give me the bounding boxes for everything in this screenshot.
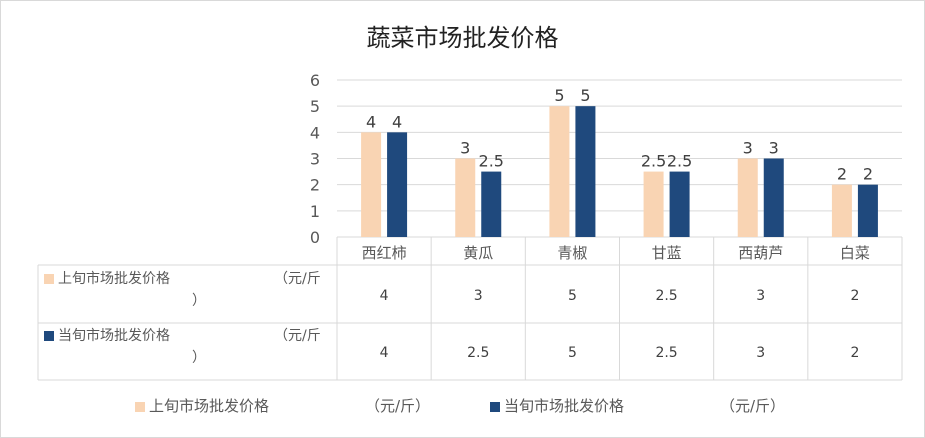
- data-label: 3: [769, 139, 779, 158]
- table-cell: 5: [568, 288, 577, 304]
- table-cell: 4: [380, 288, 389, 304]
- legend-item-series-1[interactable]: 上旬市场批发价格: [135, 395, 269, 416]
- legend-unit: （元/斤）: [720, 397, 786, 415]
- x-category-label: 青椒: [557, 244, 587, 262]
- table-cell: 2.5: [655, 288, 677, 304]
- table-cell: 5: [568, 345, 577, 361]
- legend-swatch: [135, 402, 145, 412]
- table-cell: 4: [380, 345, 389, 361]
- data-label: 2: [863, 165, 873, 184]
- bar: [763, 158, 784, 237]
- bar: [831, 184, 852, 237]
- y-tick-label: 5: [310, 97, 320, 116]
- table-cell: 3: [756, 345, 765, 361]
- data-label: 3: [460, 139, 470, 158]
- table-cell: 3: [474, 288, 483, 304]
- legend-swatch: [490, 402, 500, 412]
- y-tick-label: 4: [310, 123, 320, 142]
- bar: [857, 184, 878, 237]
- table-cell: 3: [756, 288, 765, 304]
- bar: [549, 106, 570, 238]
- series-2-unit-tail: ）: [192, 350, 206, 366]
- legend-swatch-series-2: [44, 331, 54, 341]
- x-category-label: 西红柿: [362, 244, 407, 262]
- data-label: 2.5: [667, 152, 692, 171]
- x-category-label: 西葫芦: [738, 244, 783, 262]
- series-1-name: 上旬市场批发价格: [58, 271, 170, 287]
- bar: [361, 132, 382, 237]
- bar: [455, 158, 476, 237]
- bar: [481, 171, 502, 237]
- bar: [387, 132, 408, 237]
- table-cell: 2: [850, 288, 859, 304]
- data-label: 2.5: [641, 152, 666, 171]
- y-tick-label: 1: [310, 202, 320, 221]
- x-category-label: 黄瓜: [463, 244, 493, 262]
- data-label: 5: [554, 86, 564, 105]
- bar: [575, 106, 596, 238]
- data-label: 4: [366, 112, 376, 131]
- y-tick-label: 0: [310, 228, 320, 247]
- y-tick-label: 2: [310, 176, 320, 195]
- series-1-unit-tail: ）: [192, 293, 206, 309]
- series-2-unit: （元/斤: [274, 328, 321, 344]
- y-tick-label: 3: [310, 150, 320, 169]
- table-cell: 2: [850, 345, 859, 361]
- legend-swatch-series-1: [44, 274, 54, 284]
- x-category-label: 白菜: [840, 244, 870, 262]
- y-tick-label: 6: [310, 71, 320, 90]
- table-row-label-series-1: 上旬市场批发价格 （元/斤 ）: [44, 268, 334, 309]
- legend-label: 当旬市场批发价格: [504, 397, 625, 415]
- table-cell: 2.5: [655, 345, 677, 361]
- legend-label: 上旬市场批发价格: [149, 397, 270, 415]
- data-label: 2.5: [479, 152, 504, 171]
- x-category-label: 甘蓝: [652, 244, 682, 262]
- series-1-unit: （元/斤: [274, 271, 321, 287]
- data-label: 4: [392, 112, 402, 131]
- data-label: 2: [837, 165, 847, 184]
- bar: [737, 158, 758, 237]
- chart-title: 蔬菜市场批发价格: [366, 24, 559, 52]
- data-label: 3: [743, 139, 753, 158]
- bar: [669, 171, 690, 237]
- legend-unit: （元/斤）: [365, 397, 431, 415]
- table-row-label-series-2: 当旬市场批发价格 （元/斤 ）: [44, 325, 334, 366]
- legend-item-series-2[interactable]: 当旬市场批发价格: [490, 395, 624, 416]
- bar: [643, 171, 664, 237]
- table-cell: 2.5: [467, 345, 489, 361]
- series-2-name: 当旬市场批发价格: [58, 328, 170, 344]
- data-label: 5: [580, 86, 590, 105]
